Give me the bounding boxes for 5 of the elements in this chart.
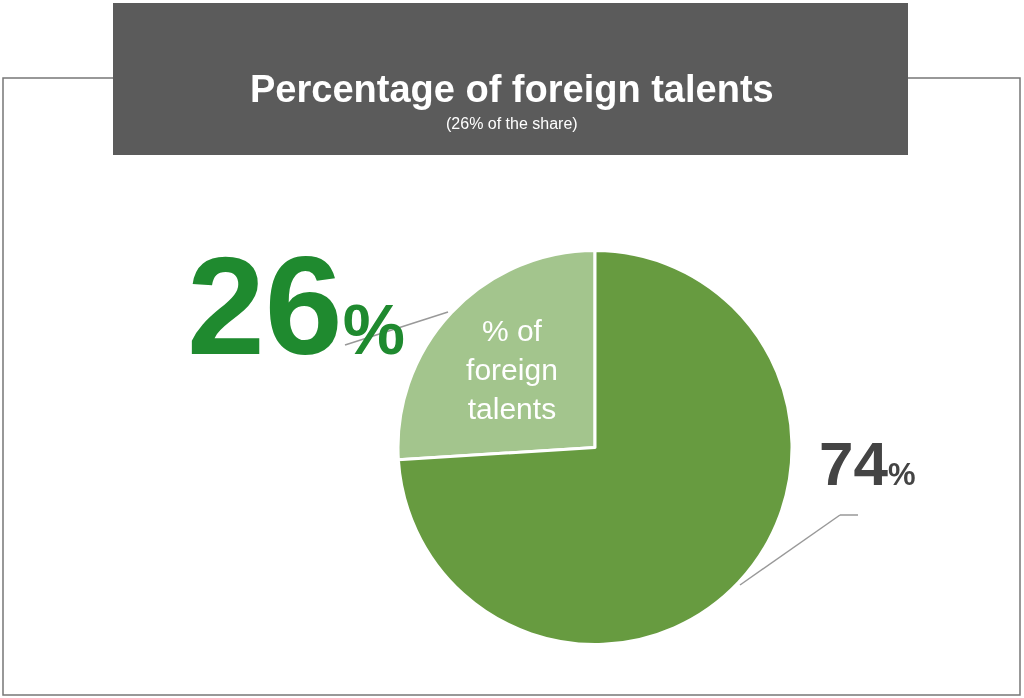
slice-label: % of foreign talents bbox=[466, 314, 558, 425]
chart-title: Percentage of foreign talents bbox=[250, 68, 774, 110]
data-label: 74% bbox=[819, 429, 916, 498]
chart-subtitle: (26% of the share) bbox=[446, 115, 578, 132]
data-label: 26% bbox=[187, 227, 405, 384]
